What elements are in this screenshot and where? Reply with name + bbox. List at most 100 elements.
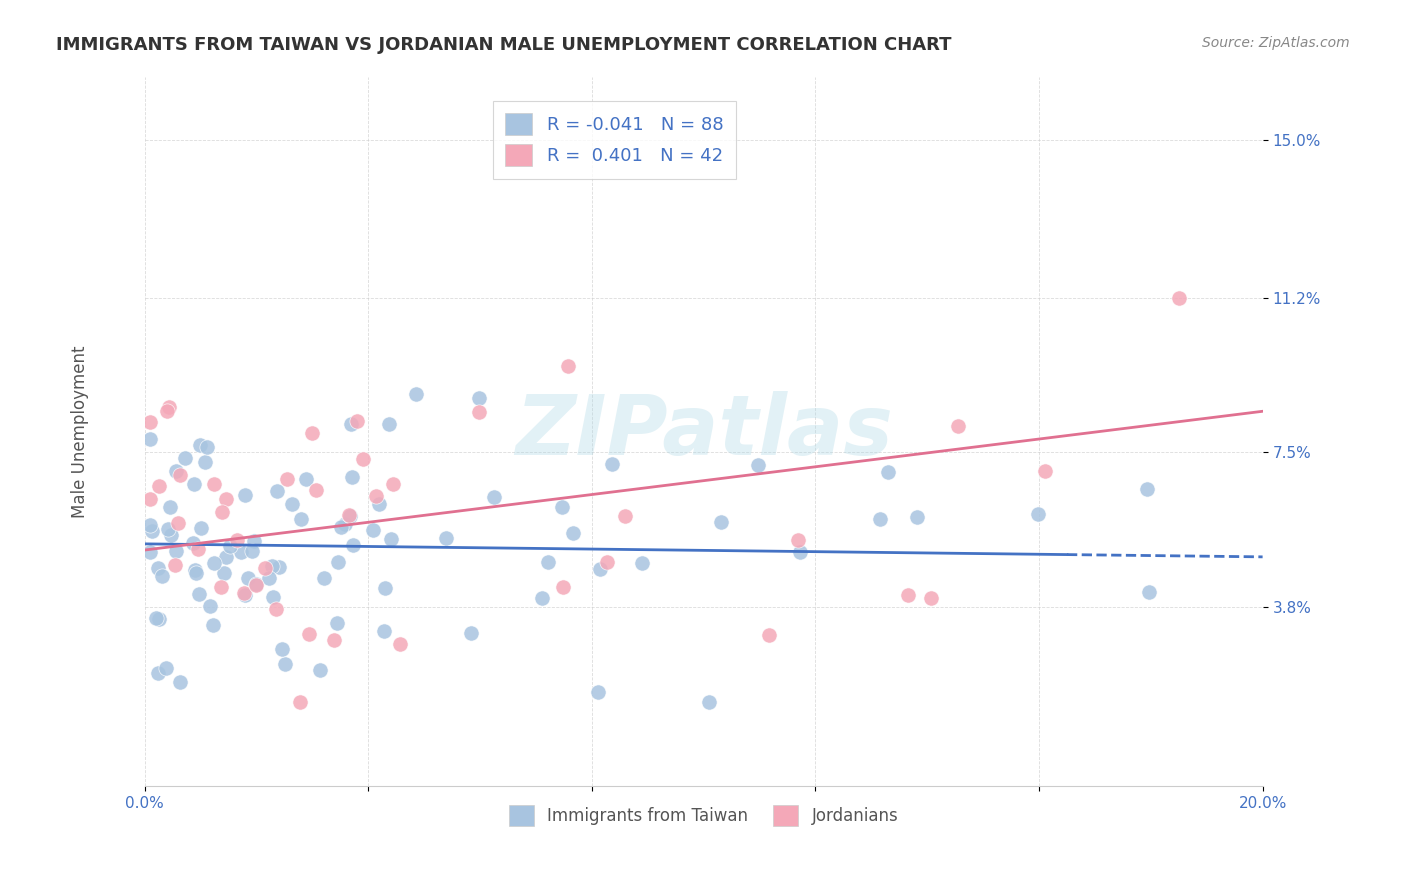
Point xyxy=(156,403,179,417)
Point xyxy=(333,516,356,531)
Point xyxy=(169,467,191,482)
Point xyxy=(141,524,163,539)
Point xyxy=(869,512,891,526)
Point xyxy=(789,545,811,559)
Point xyxy=(243,533,266,548)
Point xyxy=(231,545,253,559)
Point xyxy=(600,457,623,471)
Point xyxy=(139,545,162,559)
Point xyxy=(260,559,283,574)
Point xyxy=(139,517,162,532)
Point xyxy=(1026,507,1049,521)
Point xyxy=(235,488,257,502)
Point xyxy=(363,523,385,537)
Point xyxy=(187,587,209,601)
Point xyxy=(274,657,297,672)
Point xyxy=(233,588,256,602)
Point xyxy=(550,500,572,514)
Point xyxy=(259,571,281,585)
Point xyxy=(596,555,619,569)
Point xyxy=(276,472,298,486)
Point xyxy=(253,561,276,575)
Point xyxy=(468,405,491,419)
Point xyxy=(312,571,335,585)
Point xyxy=(169,674,191,689)
Point xyxy=(747,458,769,472)
Point xyxy=(174,450,197,465)
Y-axis label: Male Unemployment: Male Unemployment xyxy=(72,345,89,518)
Point xyxy=(758,628,780,642)
Point xyxy=(290,696,312,710)
Point xyxy=(346,414,368,428)
Point xyxy=(245,577,267,591)
Point xyxy=(201,618,224,632)
Point xyxy=(786,533,808,548)
Point xyxy=(367,497,389,511)
Point xyxy=(946,418,969,433)
Point xyxy=(378,417,401,432)
Point xyxy=(159,500,181,514)
Point xyxy=(920,591,942,605)
Point xyxy=(155,660,177,674)
Point xyxy=(165,544,187,558)
Point xyxy=(139,491,162,506)
Point xyxy=(382,476,405,491)
Point xyxy=(215,550,238,565)
Point xyxy=(1167,291,1189,305)
Point xyxy=(195,441,218,455)
Point xyxy=(194,455,217,469)
Point xyxy=(531,591,554,605)
Point xyxy=(184,563,207,577)
Point xyxy=(630,556,652,570)
Point xyxy=(269,559,291,574)
Point xyxy=(233,586,256,600)
Point xyxy=(184,566,207,580)
Point xyxy=(271,642,294,657)
Point xyxy=(304,483,326,498)
Point xyxy=(219,540,242,554)
Point xyxy=(340,417,363,432)
Point xyxy=(298,627,321,641)
Point xyxy=(188,438,211,452)
Point xyxy=(1137,585,1160,599)
Point xyxy=(557,359,579,374)
Point xyxy=(236,571,259,585)
Text: Source: ZipAtlas.com: Source: ZipAtlas.com xyxy=(1202,36,1350,50)
Point xyxy=(905,510,928,524)
Point xyxy=(148,612,170,626)
Point xyxy=(468,391,491,405)
Point xyxy=(139,432,162,446)
Point xyxy=(139,415,162,429)
Point xyxy=(697,696,720,710)
Legend: Immigrants from Taiwan, Jordanians: Immigrants from Taiwan, Jordanians xyxy=(501,797,907,834)
Point xyxy=(266,601,288,615)
Point xyxy=(202,476,225,491)
Point xyxy=(342,470,364,484)
Point xyxy=(145,611,167,625)
Point xyxy=(325,615,347,630)
Point xyxy=(280,497,302,511)
Point xyxy=(876,465,898,479)
Point xyxy=(181,535,204,549)
Text: IMMIGRANTS FROM TAIWAN VS JORDANIAN MALE UNEMPLOYMENT CORRELATION CHART: IMMIGRANTS FROM TAIWAN VS JORDANIAN MALE… xyxy=(56,36,952,54)
Point xyxy=(240,544,263,558)
Point xyxy=(352,452,374,467)
Point xyxy=(156,522,179,536)
Point xyxy=(165,464,187,478)
Point xyxy=(614,508,637,523)
Point xyxy=(165,558,187,572)
Point xyxy=(214,566,236,581)
Point xyxy=(342,538,364,552)
Point xyxy=(211,505,233,519)
Point xyxy=(159,527,181,541)
Point xyxy=(551,581,574,595)
Point xyxy=(190,520,212,534)
Point xyxy=(146,665,169,680)
Point xyxy=(262,591,284,605)
Point xyxy=(588,684,610,698)
Point xyxy=(301,425,323,440)
Point xyxy=(1136,483,1159,497)
Point xyxy=(388,637,411,651)
Point xyxy=(405,387,427,401)
Point xyxy=(209,581,232,595)
